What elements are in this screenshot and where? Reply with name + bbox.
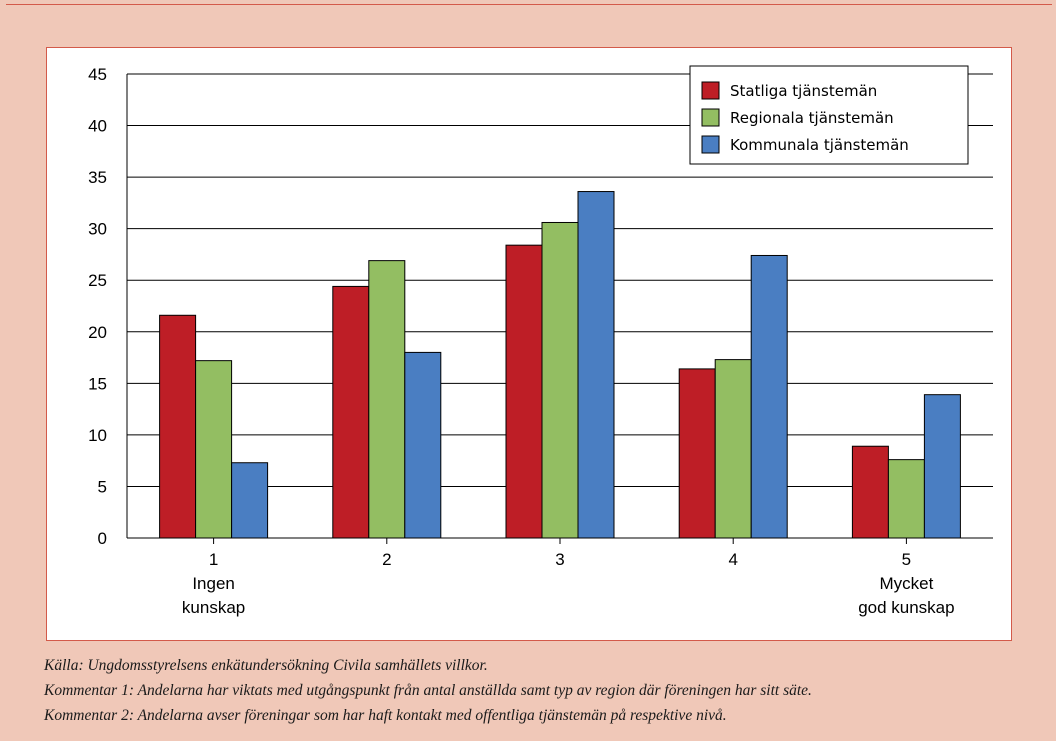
bar-2-cat-1 — [195, 360, 233, 539]
bar-3-cat-1 — [231, 462, 269, 539]
plot-panel: 0 5 10 15 20 25 30 35 40 45 1 Ingen kunskap 2 3 4 5 Mycke… — [46, 47, 1012, 641]
legend-label: Regionala tjänstemän — [730, 109, 894, 127]
y-tick-label: 10 — [88, 426, 107, 445]
y-tick-label: 5 — [98, 477, 107, 496]
notes: Källa: Ungdomsstyrelsens enkätundersökni… — [44, 653, 1054, 728]
legend-swatch — [701, 108, 720, 127]
bar-1-cat-1 — [159, 314, 197, 539]
bar-1-cat-4 — [678, 368, 716, 539]
comment-2-note: Kommentar 2: Andelarna avser föreningar … — [44, 707, 727, 724]
y-tick-label: 45 — [88, 65, 107, 84]
bar-2-cat-2 — [368, 260, 406, 539]
bar-1-cat-3 — [505, 244, 543, 539]
comment-1-note: Kommentar 1: Andelarna har viktats med u… — [44, 682, 812, 699]
bar-2-cat-4 — [714, 359, 752, 539]
legend-swatch — [701, 135, 720, 154]
bar-3-cat-3 — [577, 191, 615, 539]
legend-label: Statliga tjänstemän — [730, 82, 877, 100]
legend-label: Kommunala tjänstemän — [730, 136, 909, 154]
source-note: Källa: Ungdomsstyrelsens enkätundersökni… — [44, 657, 488, 674]
x-tick-label: 4 — [728, 550, 737, 569]
bar-3-cat-2 — [404, 351, 442, 539]
y-tick-label: 15 — [88, 374, 107, 393]
x-tick-sublabel: god kunskap — [858, 598, 954, 617]
y-tick-label: 35 — [88, 168, 107, 187]
y-tick-label: 20 — [88, 323, 107, 342]
x-tick-label: 3 — [555, 550, 564, 569]
x-tick-sublabel: kunskap — [182, 598, 245, 617]
y-tick-label: 25 — [88, 271, 107, 290]
legend-box — [689, 65, 969, 165]
bar-3-cat-5 — [923, 394, 961, 539]
x-tick-label: 5 — [902, 550, 911, 569]
y-tick-label: 0 — [98, 529, 107, 548]
bar-2-cat-5 — [887, 459, 925, 539]
bar-1-cat-2 — [332, 285, 370, 539]
x-tick-label: 1 — [209, 550, 218, 569]
bar-2-cat-3 — [541, 221, 579, 539]
x-tick-label: 2 — [382, 550, 391, 569]
x-tick-sublabel: Mycket — [879, 574, 933, 593]
bar-3-cat-4 — [750, 254, 788, 539]
bar-1-cat-5 — [851, 445, 889, 539]
figure-frame: 0 5 10 15 20 25 30 35 40 45 1 Ingen kunskap 2 3 4 5 Mycke… — [6, 4, 1052, 737]
x-tick-sublabel: Ingen — [192, 574, 235, 593]
legend-swatch — [701, 81, 720, 100]
y-tick-label: 30 — [88, 220, 107, 239]
y-tick-label: 40 — [88, 117, 107, 136]
